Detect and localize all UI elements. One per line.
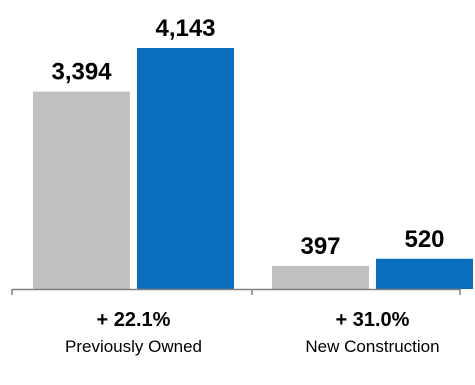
value-label: 520 — [404, 226, 444, 253]
value-label: 397 — [300, 233, 340, 260]
change-label: + 31.0% — [336, 309, 410, 331]
bar-current-new-construction — [376, 258, 473, 289]
change-label: + 22.1% — [97, 309, 171, 331]
bars-group — [33, 48, 473, 289]
value-label: 3,394 — [51, 59, 112, 86]
value-labels-group: 3,394 4,143 397 520 — [51, 15, 444, 260]
value-label: 4,143 — [155, 15, 215, 42]
x-axis — [11, 288, 461, 295]
category-label: Previously Owned — [65, 337, 202, 356]
category-label: New Construction — [305, 337, 439, 356]
bar-current-previously-owned — [137, 48, 234, 289]
category-labels-group: + 22.1% Previously Owned + 31.0% New Constr… — [65, 309, 440, 356]
bar-prior-previously-owned — [33, 91, 130, 289]
bar-prior-new-construction — [272, 265, 369, 289]
